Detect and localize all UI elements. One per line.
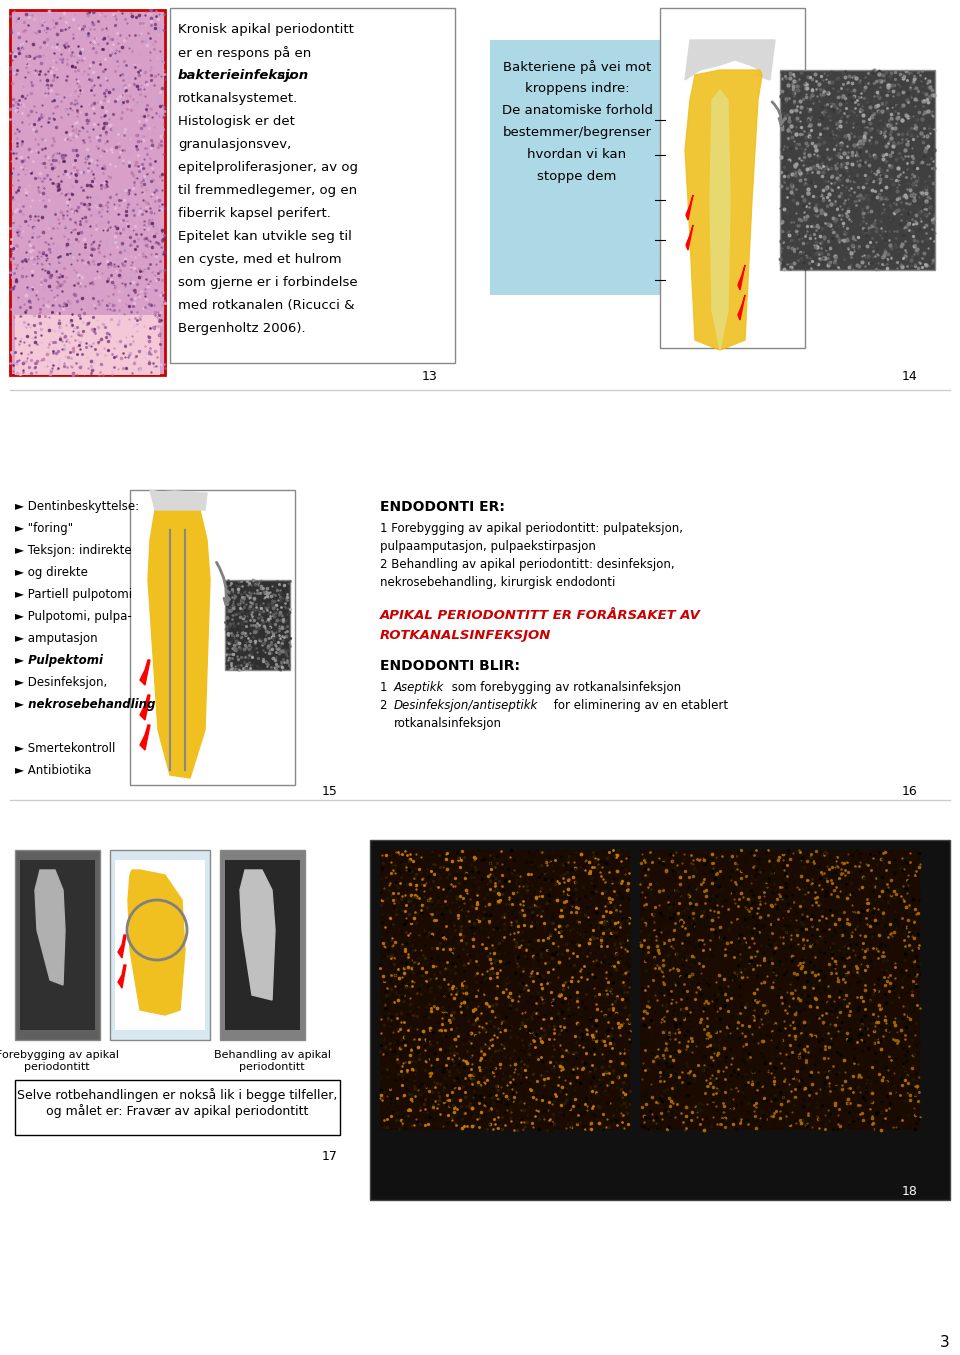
Polygon shape	[738, 266, 745, 290]
Polygon shape	[685, 70, 762, 350]
Text: Desinfeksjon/antiseptikk: Desinfeksjon/antiseptikk	[394, 699, 539, 711]
Text: ► Partiell pulpotomi: ► Partiell pulpotomi	[15, 588, 132, 602]
Bar	[15, 1080, 340, 1135]
Text: Behandling av apikal
periodontitt: Behandling av apikal periodontitt	[213, 1050, 330, 1072]
Text: ENDODONTI BLIR:: ENDODONTI BLIR:	[380, 659, 520, 673]
Text: er en respons på en: er en respons på en	[178, 46, 311, 60]
Bar	[110, 850, 210, 1041]
Polygon shape	[128, 870, 185, 1015]
Text: hvordan vi kan: hvordan vi kan	[527, 148, 627, 161]
Bar	[225, 860, 300, 1030]
Bar	[10, 9, 165, 375]
Bar	[220, 850, 305, 1041]
Polygon shape	[140, 695, 150, 720]
Text: De anatomiske forhold: De anatomiske forhold	[501, 104, 653, 117]
Text: av: av	[273, 69, 293, 83]
Text: Epitelet kan utvikle seg til: Epitelet kan utvikle seg til	[178, 230, 352, 243]
Text: ► Antibiotika: ► Antibiotika	[15, 764, 91, 776]
Bar	[660, 8, 805, 348]
Text: ► amputasjon: ► amputasjon	[15, 631, 98, 645]
Text: som forebygging av rotkanalsinfeksjon: som forebygging av rotkanalsinfeksjon	[448, 682, 682, 694]
Text: Histologisk er det: Histologisk er det	[178, 115, 295, 127]
Text: ► Teksjon: indirekte: ► Teksjon: indirekte	[15, 543, 132, 557]
Text: ROTKANALSINFEKSJON: ROTKANALSINFEKSJON	[380, 629, 551, 642]
Polygon shape	[140, 725, 150, 751]
Text: 3: 3	[940, 1335, 950, 1350]
Text: Forebygging av apikal
periodontitt: Forebygging av apikal periodontitt	[0, 1050, 118, 1072]
Text: rotkanalsinfeksjon: rotkanalsinfeksjon	[394, 717, 502, 730]
Text: ► Smertekontroll: ► Smertekontroll	[15, 743, 115, 755]
Text: til fremmedlegemer, og en: til fremmedlegemer, og en	[178, 184, 357, 196]
Bar	[380, 850, 630, 1130]
Text: 13: 13	[422, 370, 438, 383]
Text: nekrosebehandling, kirurgisk endodonti: nekrosebehandling, kirurgisk endodonti	[380, 576, 615, 589]
Text: APIKAL PERIODONTITT ER FORÅRSAKET AV: APIKAL PERIODONTITT ER FORÅRSAKET AV	[380, 608, 701, 622]
Bar	[130, 491, 295, 785]
Polygon shape	[686, 225, 693, 251]
Text: bakterieinfeksjon: bakterieinfeksjon	[178, 69, 309, 83]
Polygon shape	[685, 41, 775, 80]
Polygon shape	[150, 491, 207, 509]
Text: stoppe dem: stoppe dem	[538, 169, 616, 183]
Text: epitelproliferasjoner, av og: epitelproliferasjoner, av og	[178, 161, 358, 173]
Text: fiberrik kapsel perifert.: fiberrik kapsel perifert.	[178, 207, 331, 220]
Text: ENDODONTI ER:: ENDODONTI ER:	[380, 500, 505, 514]
Text: Selve rotbehandlingen er nokså lik i begge tilfeller,
og målet er: Fravær av api: Selve rotbehandlingen er nokså lik i beg…	[17, 1088, 337, 1118]
Text: Kronisk apikal periodontitt: Kronisk apikal periodontitt	[178, 23, 354, 37]
Text: kroppens indre:: kroppens indre:	[525, 83, 630, 95]
Text: som gjerne er i forbindelse: som gjerne er i forbindelse	[178, 276, 358, 289]
Text: 17: 17	[322, 1150, 338, 1163]
Bar	[640, 850, 920, 1130]
Polygon shape	[686, 195, 693, 220]
Polygon shape	[35, 870, 65, 985]
Text: 1: 1	[380, 682, 392, 694]
Text: Bakteriene på vei mot: Bakteriene på vei mot	[503, 60, 651, 75]
Bar	[370, 840, 950, 1201]
Bar	[15, 314, 160, 375]
Text: granulasjonsvev,: granulasjonsvev,	[178, 138, 291, 150]
Polygon shape	[140, 660, 150, 686]
Bar	[15, 850, 100, 1041]
Text: ► nekrosebehandling: ► nekrosebehandling	[15, 698, 156, 711]
Text: 14: 14	[902, 370, 918, 383]
Text: ► Pulpotomi, pulpa-: ► Pulpotomi, pulpa-	[15, 610, 132, 623]
Text: bestemmer/begrenser: bestemmer/begrenser	[502, 126, 652, 140]
Text: en cyste, med et hulrom: en cyste, med et hulrom	[178, 253, 342, 266]
Bar	[225, 580, 290, 669]
Polygon shape	[118, 935, 126, 958]
Text: Aseptikk: Aseptikk	[394, 682, 444, 694]
Bar	[490, 41, 665, 295]
Text: rotkanalsystemet.: rotkanalsystemet.	[178, 92, 299, 104]
Text: Bergenholtz 2006).: Bergenholtz 2006).	[178, 322, 305, 335]
Text: pulpaamputasjon, pulpaekstirpasjon: pulpaamputasjon, pulpaekstirpasjon	[380, 541, 596, 553]
Bar	[115, 860, 205, 1030]
Polygon shape	[148, 505, 210, 778]
Text: 18: 18	[902, 1186, 918, 1198]
Polygon shape	[240, 870, 275, 1000]
Text: ► og direkte: ► og direkte	[15, 566, 88, 579]
Text: 2: 2	[380, 699, 392, 711]
Text: 2 Behandling av apikal periodontitt: desinfeksjon,: 2 Behandling av apikal periodontitt: des…	[380, 558, 675, 570]
Bar	[20, 860, 95, 1030]
Polygon shape	[710, 89, 730, 350]
Text: ► Desinfeksjon,: ► Desinfeksjon,	[15, 676, 108, 688]
Polygon shape	[738, 295, 745, 320]
Text: 16: 16	[902, 785, 918, 798]
Text: 15: 15	[322, 785, 338, 798]
Text: for eliminering av en etablert: for eliminering av en etablert	[550, 699, 728, 711]
Polygon shape	[118, 965, 126, 988]
Text: 1 Forebygging av apikal periodontitt: pulpateksjon,: 1 Forebygging av apikal periodontitt: pu…	[380, 522, 683, 535]
Bar	[170, 8, 455, 363]
Text: ► "foring": ► "foring"	[15, 522, 73, 535]
Bar	[780, 70, 935, 270]
Text: ► Dentinbeskyttelse:: ► Dentinbeskyttelse:	[15, 500, 139, 514]
Text: ► Pulpektomi: ► Pulpektomi	[15, 654, 103, 667]
Text: med rotkanalen (Ricucci &: med rotkanalen (Ricucci &	[178, 299, 354, 312]
